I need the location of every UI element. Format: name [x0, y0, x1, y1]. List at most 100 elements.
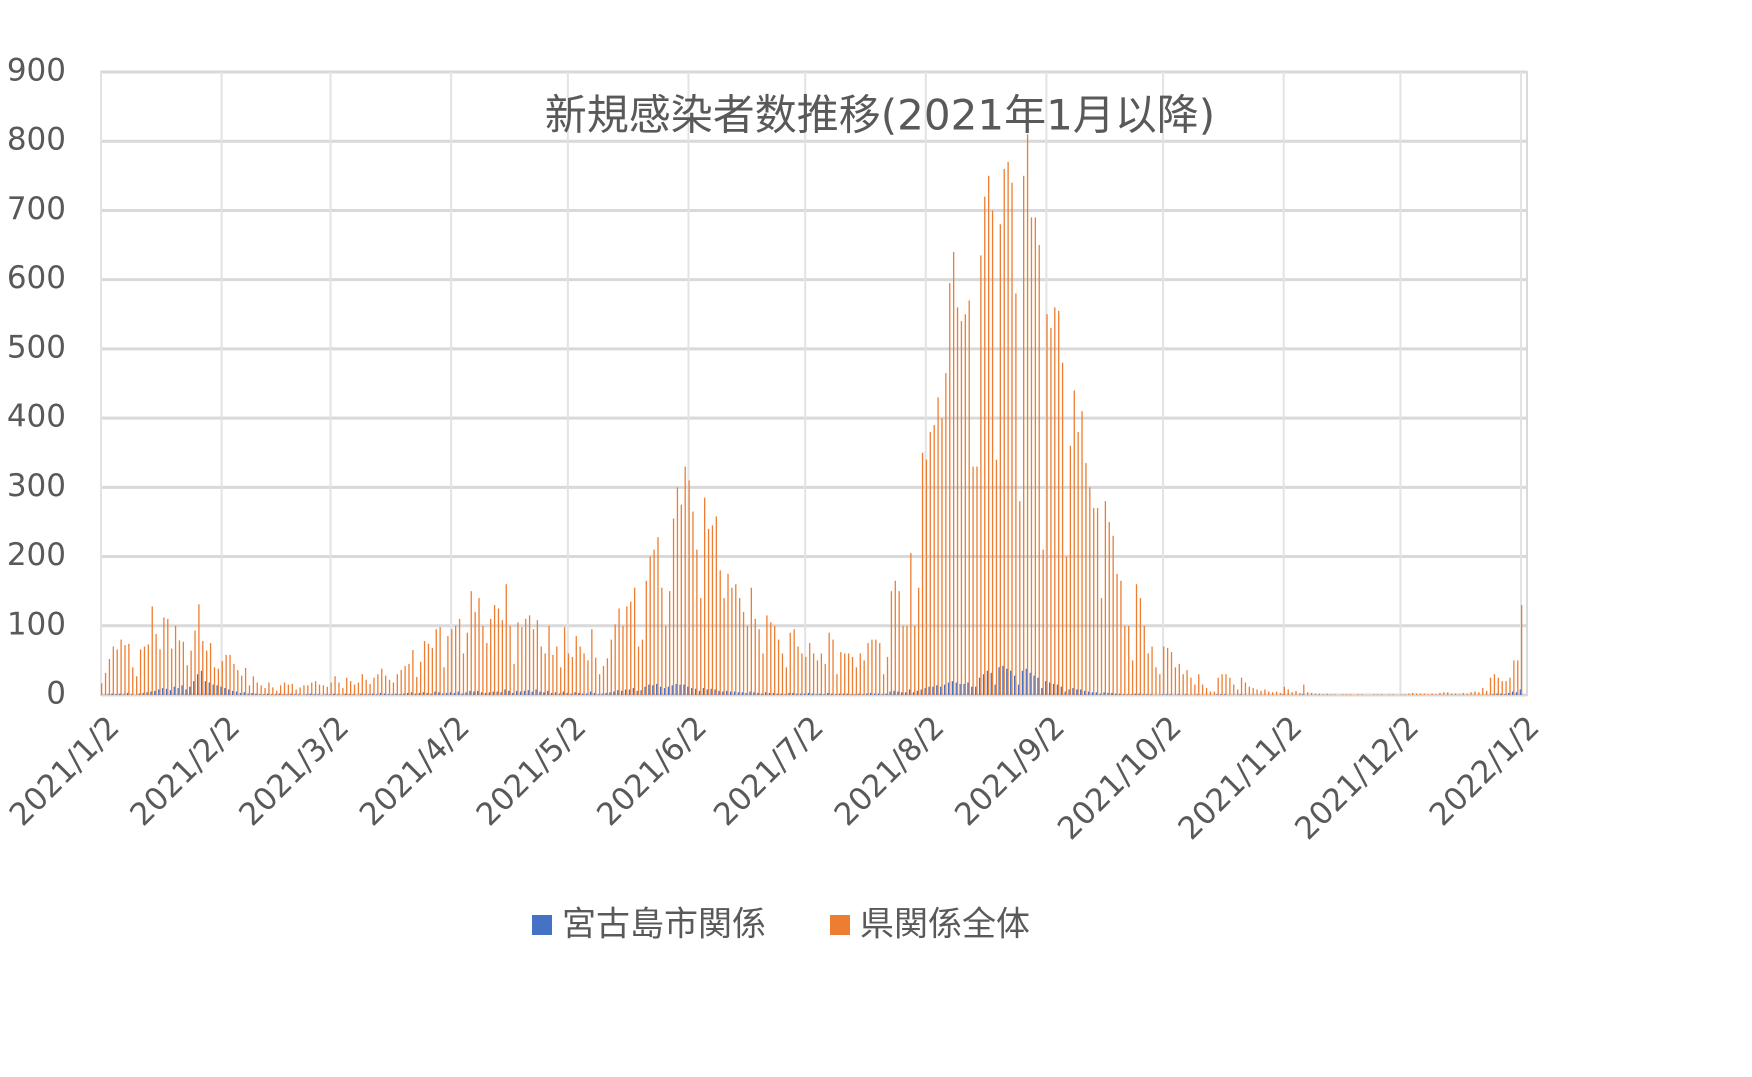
bar	[178, 640, 181, 695]
bar	[108, 659, 111, 695]
bar	[1112, 535, 1114, 695]
bar	[112, 646, 114, 695]
bar	[396, 674, 398, 695]
bar	[193, 681, 195, 695]
bar	[1122, 694, 1125, 695]
y-tick-label: 400	[7, 399, 66, 435]
bar	[632, 688, 634, 695]
bar	[497, 608, 500, 695]
bar	[1447, 692, 1449, 695]
bar	[259, 694, 261, 695]
bar	[244, 668, 247, 695]
bar	[159, 649, 161, 695]
bar	[1177, 694, 1179, 695]
bar	[1068, 689, 1070, 695]
bar	[832, 639, 834, 695]
bar	[990, 672, 992, 695]
bar	[609, 692, 611, 695]
bar	[917, 587, 920, 695]
bar	[589, 691, 592, 695]
bar	[1198, 674, 1200, 695]
bar	[714, 689, 716, 695]
bar	[202, 641, 204, 695]
bar	[151, 606, 153, 695]
bar	[672, 518, 675, 695]
bar	[270, 694, 273, 695]
bar	[633, 587, 636, 695]
bar	[630, 601, 632, 695]
bar	[953, 251, 955, 695]
bar	[1056, 684, 1059, 695]
bar	[217, 668, 220, 695]
bar	[1023, 175, 1025, 696]
bar	[753, 692, 755, 695]
bar	[657, 537, 659, 695]
bar	[1272, 692, 1274, 695]
bar	[820, 653, 823, 695]
bar	[762, 653, 764, 695]
bar	[150, 691, 152, 695]
bar	[796, 693, 798, 695]
bar	[854, 694, 856, 695]
bar	[947, 682, 950, 695]
legend-swatch	[830, 915, 850, 935]
bar	[1034, 217, 1036, 695]
bar	[239, 692, 242, 695]
bar	[1466, 693, 1468, 695]
bar	[272, 687, 274, 695]
bar	[898, 591, 900, 695]
bar	[1134, 693, 1136, 695]
bar	[879, 643, 881, 695]
bar	[1239, 694, 1241, 695]
bar	[683, 684, 685, 695]
bar	[229, 654, 231, 695]
bar	[539, 691, 541, 695]
bar	[313, 694, 315, 695]
bar	[377, 674, 379, 695]
bar	[268, 682, 270, 695]
bar	[1130, 694, 1132, 695]
bar	[1216, 694, 1218, 695]
bar	[1205, 688, 1208, 695]
bar	[566, 692, 568, 695]
bar	[375, 694, 378, 695]
bar	[1147, 653, 1149, 695]
bar	[797, 646, 799, 695]
y-tick-label: 100	[7, 606, 66, 642]
bar	[1064, 691, 1066, 695]
bar	[1342, 694, 1344, 695]
bar	[807, 692, 810, 695]
bar	[652, 685, 654, 695]
bar	[700, 598, 702, 695]
bar	[256, 682, 258, 695]
bar	[1099, 693, 1101, 695]
y-tick-label: 300	[7, 468, 66, 504]
bar	[777, 639, 780, 695]
bar	[177, 688, 179, 695]
bar	[649, 556, 651, 695]
bar	[933, 425, 935, 695]
bar	[509, 625, 511, 695]
bar	[776, 693, 778, 695]
bar	[438, 692, 440, 695]
bar	[465, 692, 467, 695]
bar	[929, 431, 931, 695]
bar	[204, 681, 207, 695]
bar	[385, 675, 387, 695]
bar	[718, 690, 720, 695]
bar	[457, 691, 459, 695]
bar	[875, 639, 877, 695]
bar	[984, 196, 986, 695]
bar	[828, 632, 830, 695]
bar	[659, 686, 662, 695]
bar	[283, 682, 286, 695]
bar	[1485, 690, 1488, 695]
bar	[101, 683, 103, 695]
bar	[519, 691, 522, 695]
y-tick-label: 900	[7, 53, 66, 89]
bar	[247, 693, 249, 695]
bar	[443, 667, 445, 695]
bar	[515, 690, 518, 695]
bar	[233, 663, 235, 695]
